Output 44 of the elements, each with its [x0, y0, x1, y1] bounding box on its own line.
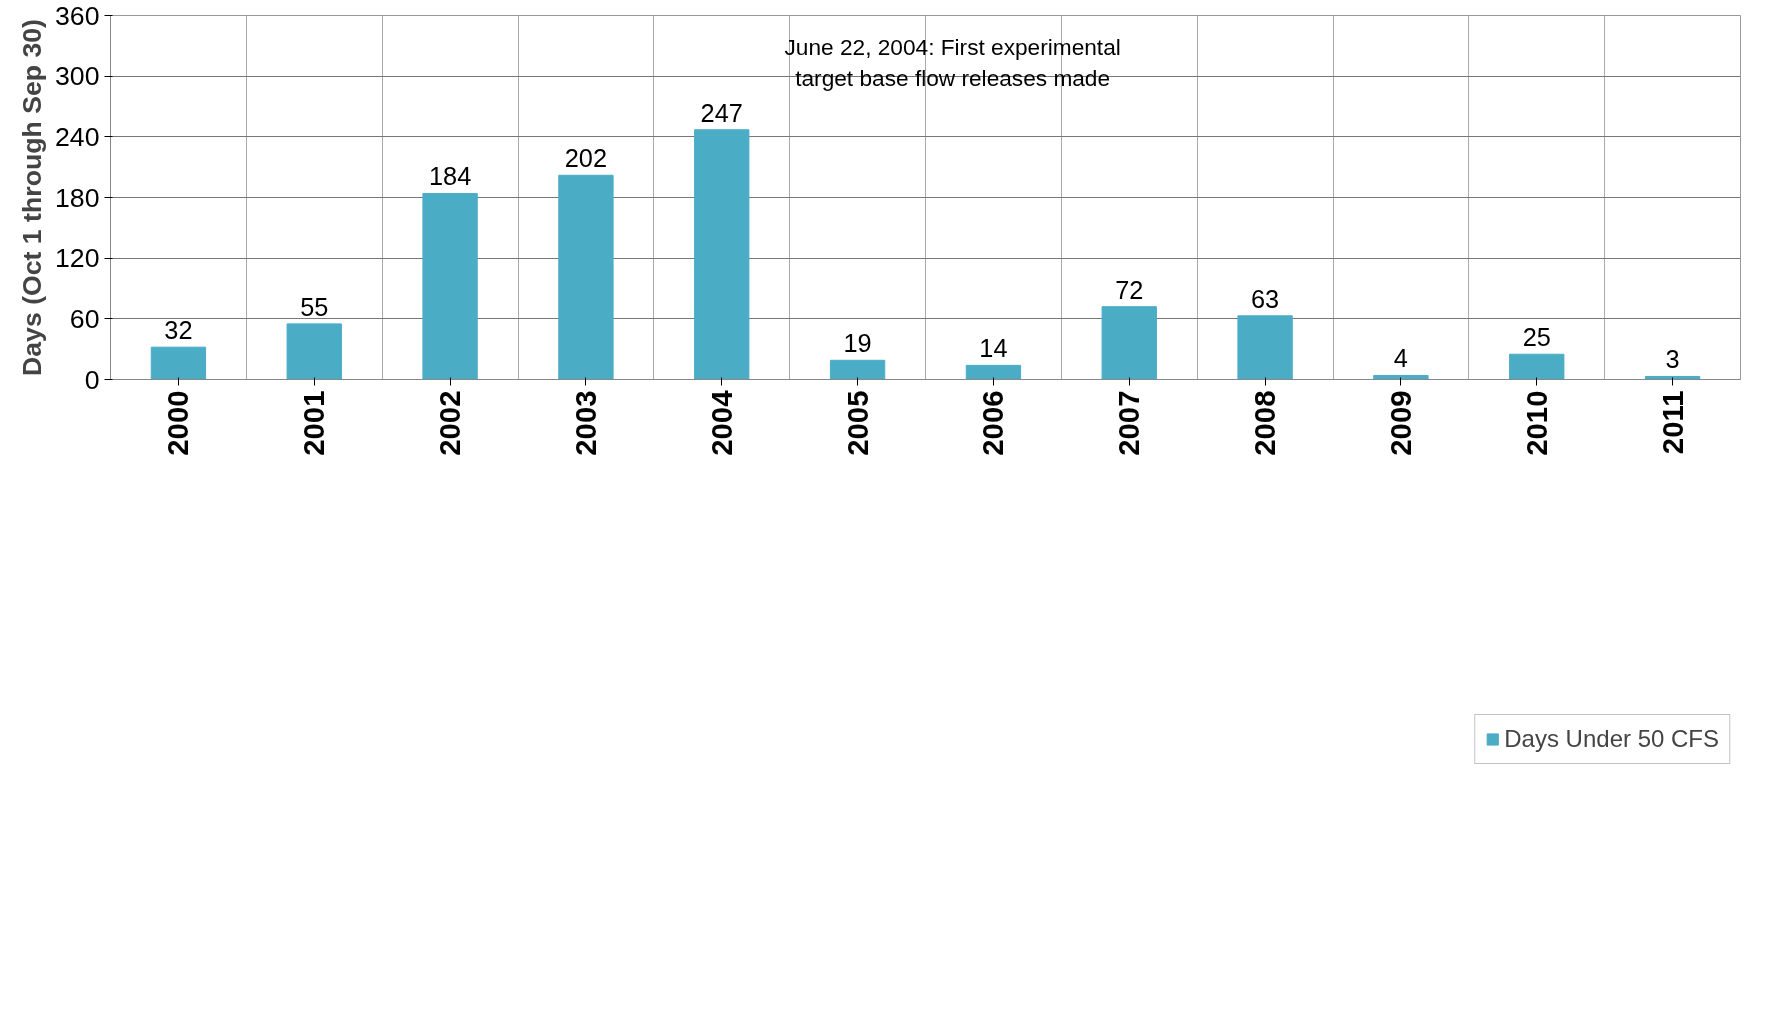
data-label: 247: [700, 98, 743, 127]
bar: [422, 192, 478, 380]
y-tick-label: 180: [55, 182, 100, 213]
legend-label: Days Under 50 CFS: [1504, 725, 1719, 753]
data-label: 14: [979, 334, 1008, 363]
x-tick-label: 2010: [1519, 390, 1553, 456]
data-label: 3: [1665, 345, 1680, 374]
x-tick-label: 2008: [1248, 390, 1282, 456]
x-tick-label: 2003: [568, 390, 602, 456]
bar: [558, 174, 614, 380]
data-label: 55: [300, 292, 329, 321]
x-tick-label: 2007: [1112, 390, 1146, 456]
x-tick-label: 2000: [161, 390, 195, 456]
y-tick-label: 60: [69, 303, 100, 334]
y-axis-title: Days (Oct 1 through Sep 30): [17, 19, 48, 376]
x-tick-label: 2002: [433, 390, 467, 456]
bar: [965, 364, 1022, 380]
y-tick-label: 240: [55, 121, 100, 152]
bar: [829, 359, 886, 380]
y-tick-label: 0: [84, 364, 100, 395]
data-label: 32: [164, 316, 193, 345]
annotation: June 22, 2004: First experimental target base flow releases made: [784, 33, 1121, 91]
data-label: 202: [564, 144, 608, 173]
x-tick-label: 2009: [1383, 390, 1417, 456]
bar: [694, 129, 750, 380]
data-label: 184: [428, 162, 472, 191]
data-label: 25: [1522, 323, 1551, 352]
data-label: 19: [843, 329, 872, 358]
bar: [1237, 315, 1293, 380]
y-tick-label: 300: [55, 61, 100, 92]
data-label: 63: [1251, 284, 1280, 313]
bar: [1101, 306, 1157, 380]
y-tick-label: 120: [55, 243, 100, 274]
x-tick-label: 2001: [297, 390, 331, 456]
data-label: 4: [1393, 344, 1408, 373]
x-tick-label: 2004: [704, 389, 738, 456]
x-tick-label: 2011: [1655, 390, 1689, 455]
data-label: 72: [1115, 275, 1144, 304]
bar: [1509, 353, 1565, 380]
bar: [150, 346, 207, 380]
y-tick-label: 360: [55, 0, 100, 31]
x-tick-label: 2005: [840, 390, 874, 456]
x-tick-label: 2006: [976, 390, 1010, 456]
bar: [286, 323, 342, 380]
